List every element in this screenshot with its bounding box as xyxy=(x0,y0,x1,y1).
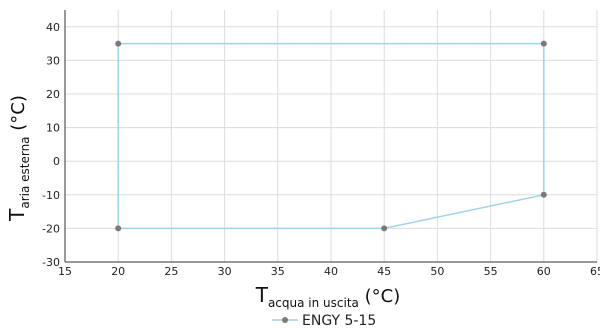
x-tick-label: 25 xyxy=(164,265,178,278)
data-point xyxy=(115,225,122,232)
data-point xyxy=(381,225,388,232)
x-tick-label: 15 xyxy=(58,265,72,278)
data-point xyxy=(115,40,122,47)
x-tick-label: 55 xyxy=(484,265,498,278)
legend-label: ENGY 5-15 xyxy=(302,313,376,328)
y-tick-label: 0 xyxy=(53,155,60,168)
y-axis-title: Taria esterna (°C) xyxy=(5,95,32,222)
y-tick-label: 20 xyxy=(46,88,60,101)
x-tick-label: 65 xyxy=(590,265,600,278)
data-point xyxy=(540,191,547,198)
y-tick-labels: -30 -20 -10 0 10 20 30 40 xyxy=(42,21,60,269)
series-line xyxy=(117,42,545,230)
y-tick-label: -10 xyxy=(42,189,60,202)
chart-axes xyxy=(64,10,597,263)
x-axis-title: Tacqua in uscita (°C) xyxy=(255,283,401,310)
x-tick-label: 40 xyxy=(324,265,338,278)
x-tick-label: 50 xyxy=(430,265,444,278)
legend-marker xyxy=(282,317,288,323)
x-tick-label: 45 xyxy=(377,265,391,278)
chart-grid xyxy=(64,10,598,263)
data-point xyxy=(540,40,547,47)
y-tick-label: 30 xyxy=(46,54,60,67)
x-tick-label: 30 xyxy=(218,265,232,278)
x-tick-label: 60 xyxy=(537,265,551,278)
y-tick-label: -30 xyxy=(42,256,60,269)
x-tick-labels: 15 20 25 30 35 40 45 50 55 60 65 xyxy=(58,265,600,278)
y-tick-label: 10 xyxy=(46,122,60,135)
y-tick-label: -20 xyxy=(42,222,60,235)
y-tick-label: 40 xyxy=(46,21,60,34)
series-group xyxy=(115,40,547,232)
x-tick-label: 20 xyxy=(111,265,125,278)
legend: ENGY 5-15 xyxy=(272,313,376,328)
x-tick-label: 35 xyxy=(271,265,285,278)
